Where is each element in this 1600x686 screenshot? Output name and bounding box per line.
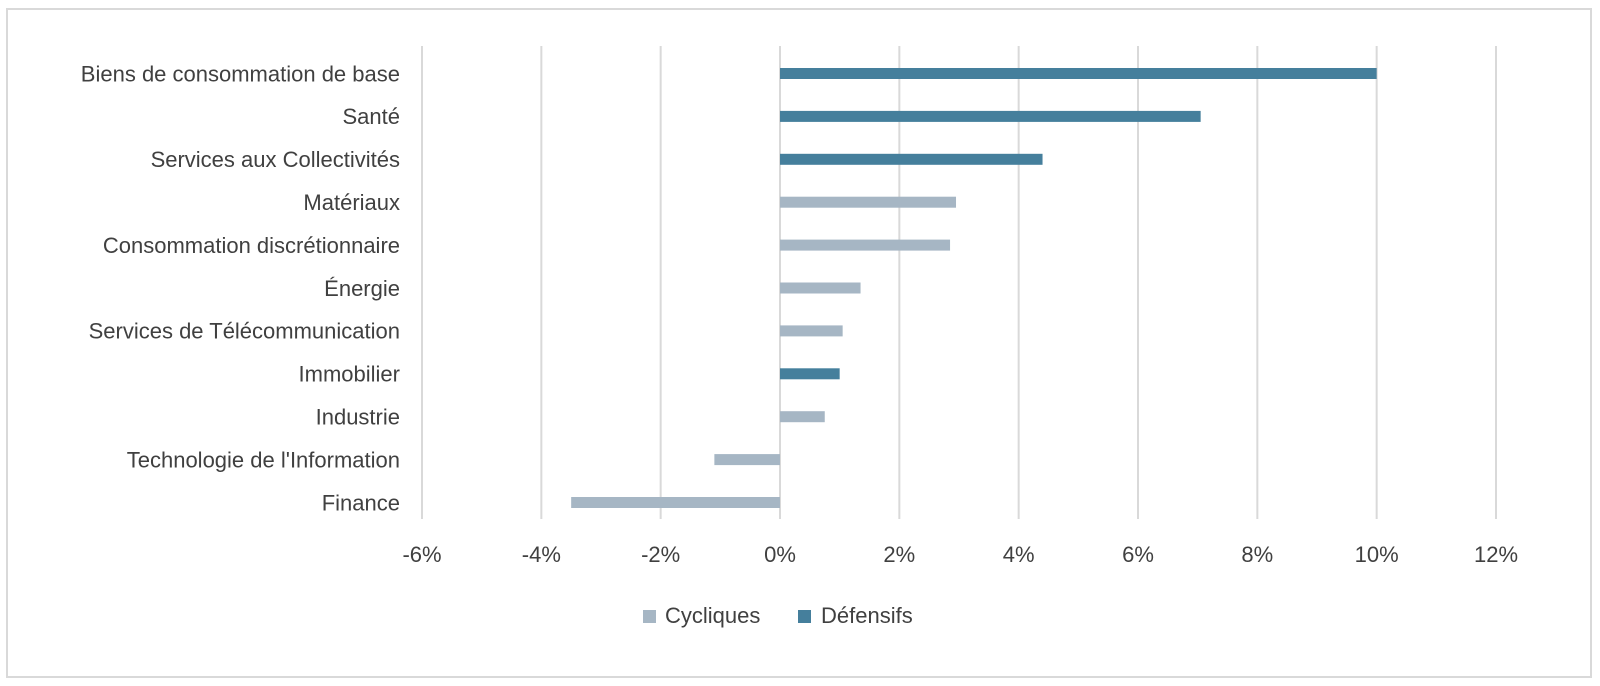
category-label-finance: Finance [322, 490, 400, 515]
x-tick-label: -2% [641, 542, 680, 567]
category-labels: Biens de consommation de base Santé Servic… [81, 61, 400, 515]
legend: Cycliques Défensifs [643, 603, 913, 628]
x-tick-label: 4% [1003, 542, 1035, 567]
bar-consommation-discretionnaire [780, 239, 951, 251]
x-tick-label: 10% [1355, 542, 1399, 567]
x-tick-label: 6% [1122, 542, 1154, 567]
bar-technologie-de-l-information [714, 454, 780, 466]
legend-label-defensifs: Défensifs [821, 603, 913, 628]
legend-swatch-defensifs [798, 610, 811, 623]
bar-sante [780, 110, 1201, 122]
bar-industrie [780, 411, 825, 423]
bars [571, 68, 1377, 508]
x-tick-label: 8% [1241, 542, 1273, 567]
category-label-materiaux: Matériaux [303, 190, 400, 215]
category-label-biens-de-consommation-de-base: Biens de consommation de base [81, 61, 400, 86]
x-tick-label: -4% [522, 542, 561, 567]
bar-materiaux [780, 196, 957, 208]
bar-services-aux-collectivites [780, 153, 1043, 165]
category-label-sante: Santé [343, 104, 401, 129]
category-label-industrie: Industrie [316, 405, 400, 430]
category-label-consommation-discretionnaire: Consommation discrétionnaire [103, 233, 400, 258]
bar-finance [571, 497, 780, 508]
legend-swatch-cycliques [643, 610, 656, 623]
category-label-immobilier: Immobilier [299, 362, 400, 387]
category-label-services-aux-collectivites: Services aux Collectivités [151, 147, 400, 172]
category-label-energie: Énergie [324, 276, 400, 301]
bar-biens-de-consommation-de-base [780, 68, 1377, 79]
bar-services-de-telecommunication [780, 325, 843, 337]
x-tick-label: 12% [1474, 542, 1518, 567]
category-label-services-de-telecommunication: Services de Télécommunication [89, 319, 400, 344]
bar-energie [780, 282, 861, 294]
x-tick-label: 0% [764, 542, 796, 567]
x-tick-label: -6% [402, 542, 441, 567]
tick-labels: -6% -4% -2% 0% 2% 4% 6% 8% 10% 12% [402, 542, 1518, 567]
gridlines [421, 46, 1497, 519]
legend-label-cycliques: Cycliques [665, 603, 760, 628]
category-label-technologie-de-l-information: Technologie de l'Information [127, 447, 400, 472]
x-tick-label: 2% [883, 542, 915, 567]
bar-immobilier [780, 368, 840, 380]
